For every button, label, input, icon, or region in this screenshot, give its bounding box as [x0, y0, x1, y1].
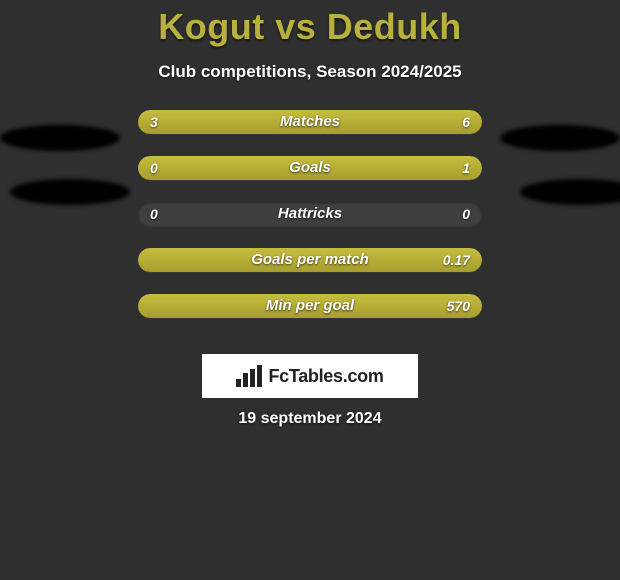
- stat-label: Matches: [138, 110, 482, 134]
- subtitle: Club competitions, Season 2024/2025: [0, 62, 620, 82]
- fctables-logo: FcTables.com: [202, 354, 418, 398]
- stat-row: 0Hattricks0: [138, 202, 482, 226]
- player-right-shadow-2: [520, 179, 620, 205]
- bars-icon: [236, 365, 262, 387]
- stat-label: Hattricks: [138, 202, 482, 226]
- player-left-shadow: [0, 125, 120, 151]
- stat-value-right: 6: [462, 110, 470, 134]
- stat-value-right: 1: [462, 156, 470, 180]
- stat-row: 3Matches6: [138, 110, 482, 134]
- comparison-chart: 3Matches60Goals10Hattricks0Goals per mat…: [0, 110, 620, 350]
- logo-text: FcTables.com: [268, 366, 383, 387]
- stat-row: Min per goal570: [138, 294, 482, 318]
- stat-row: Goals per match0.17: [138, 248, 482, 272]
- stat-label: Goals: [138, 156, 482, 180]
- stat-value-right: 570: [447, 294, 470, 318]
- stat-value-right: 0.17: [443, 248, 470, 272]
- page-title: Kogut vs Dedukh: [0, 0, 620, 48]
- date-label: 19 september 2024: [0, 410, 620, 428]
- player-left-shadow-2: [10, 179, 130, 205]
- stat-row: 0Goals1: [138, 156, 482, 180]
- stat-label: Goals per match: [138, 248, 482, 272]
- player-right-shadow: [500, 125, 620, 151]
- stat-label: Min per goal: [138, 294, 482, 318]
- stat-value-right: 0: [462, 202, 470, 226]
